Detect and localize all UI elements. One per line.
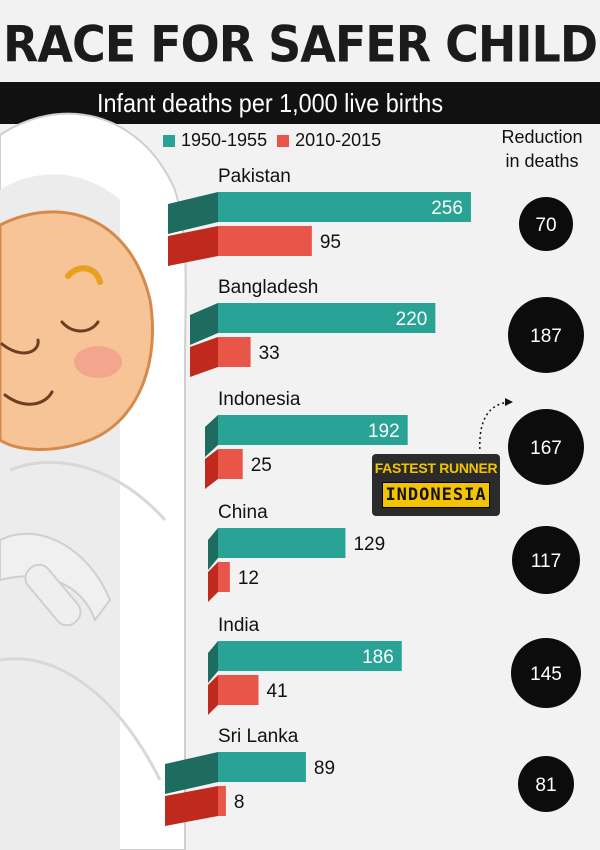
bar-side-1950 bbox=[205, 415, 218, 457]
legend-item-1950: 1950-1955 bbox=[163, 130, 267, 151]
baby-illustration bbox=[0, 112, 187, 850]
country-label: Sri Lanka bbox=[218, 726, 299, 747]
bar-side-1950 bbox=[165, 752, 218, 794]
reduction-value: 70 bbox=[535, 215, 556, 236]
reduction-circle bbox=[512, 526, 580, 594]
legend-swatch-teal bbox=[163, 134, 175, 147]
subtitle-banner bbox=[0, 82, 600, 124]
legend-label-2010: 2010-2015 bbox=[295, 130, 382, 150]
bar-1950 bbox=[218, 752, 306, 782]
value-label-1950: 89 bbox=[314, 758, 335, 779]
legend: 1950-1955 2010-2015 bbox=[163, 130, 391, 151]
chart-subtitle: Infant deaths per 1,000 live births bbox=[97, 88, 444, 118]
country-label: China bbox=[218, 502, 268, 523]
legend-item-2010: 2010-2015 bbox=[277, 130, 381, 151]
reduction-header: Reduction in deaths bbox=[501, 127, 583, 171]
value-label-1950: 256 bbox=[431, 198, 463, 219]
reduction-circle bbox=[508, 297, 584, 373]
country-label: Indonesia bbox=[218, 389, 301, 410]
legend-swatch-red bbox=[277, 134, 290, 147]
reduction-value: 117 bbox=[531, 551, 561, 572]
value-label-2010: 8 bbox=[234, 792, 245, 813]
bar-2010 bbox=[218, 562, 230, 592]
bar-side-2010 bbox=[190, 337, 218, 377]
bar-1950 bbox=[218, 415, 408, 445]
value-label-2010: 95 bbox=[320, 232, 341, 253]
reduction-value: 167 bbox=[530, 438, 562, 459]
bar-side-1950 bbox=[208, 641, 218, 683]
value-label-1950: 220 bbox=[396, 309, 428, 330]
bar-1950 bbox=[218, 641, 402, 671]
value-label-2010: 25 bbox=[251, 455, 272, 476]
reduction-circle bbox=[519, 197, 573, 251]
badge-title: FASTEST RUNNER bbox=[374, 460, 498, 476]
value-label-1950: 192 bbox=[368, 421, 400, 442]
reduction-circle bbox=[511, 638, 581, 708]
bar-side-2010 bbox=[168, 226, 218, 266]
bar-side-2010 bbox=[208, 562, 218, 602]
annotation-arrow bbox=[479, 401, 510, 453]
value-label-2010: 41 bbox=[267, 681, 288, 702]
legend-label-1950: 1950-1955 bbox=[181, 130, 268, 150]
reduction-value: 145 bbox=[530, 664, 562, 685]
bar-1950 bbox=[218, 192, 471, 222]
bar-2010 bbox=[218, 226, 312, 256]
badge-country: INDONESIA bbox=[382, 482, 490, 508]
bar-side-2010 bbox=[208, 675, 218, 715]
value-label-1950: 129 bbox=[353, 534, 385, 555]
arrow-head bbox=[505, 398, 513, 406]
country-label: Pakistan bbox=[218, 166, 291, 187]
value-label-2010: 33 bbox=[259, 343, 280, 364]
bar-side-1950 bbox=[190, 303, 218, 345]
reduction-value: 81 bbox=[535, 775, 556, 796]
page-title: RACE FOR SAFER CHILD bbox=[2, 14, 598, 74]
reduction-circles: 70 187 167 117 145 81 bbox=[508, 197, 584, 812]
bar-2010 bbox=[218, 786, 226, 816]
value-label-2010: 12 bbox=[238, 568, 259, 589]
value-label-1950: 186 bbox=[362, 647, 394, 668]
country-label: Bangladesh bbox=[218, 277, 318, 298]
reduction-circle bbox=[518, 756, 574, 812]
bar-2010 bbox=[218, 337, 251, 367]
bar-side-2010 bbox=[165, 786, 218, 826]
reduction-circle bbox=[508, 409, 584, 485]
bar-2010 bbox=[218, 449, 243, 479]
bar-2010 bbox=[218, 675, 259, 705]
bar-side-1950 bbox=[168, 192, 218, 234]
bar-1950 bbox=[218, 528, 346, 558]
bar-1950 bbox=[218, 303, 436, 333]
bar-side-1950 bbox=[208, 528, 218, 570]
country-label: India bbox=[218, 615, 260, 636]
bars-group: Pakistan 256 95 Bangladesh 220 33 Indonesia 192… bbox=[165, 166, 471, 826]
fastest-runner-badge: FASTEST RUNNER INDONESIA bbox=[372, 454, 500, 516]
bar-side-2010 bbox=[205, 449, 218, 489]
reduction-value: 187 bbox=[530, 326, 562, 347]
